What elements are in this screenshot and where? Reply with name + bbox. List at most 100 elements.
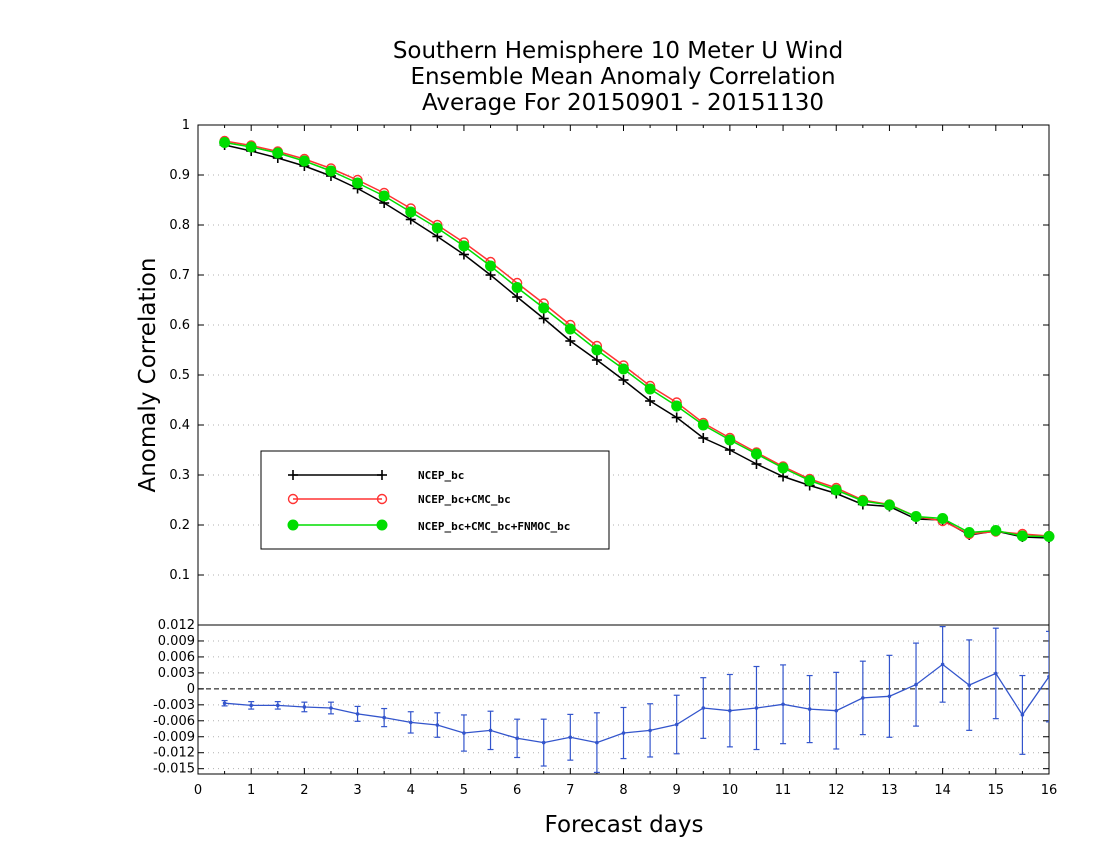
difference-point	[249, 703, 253, 708]
legend-swatch-marker	[288, 470, 298, 480]
data-point	[219, 137, 231, 148]
difference-y-tick-label: 0.003	[158, 666, 195, 681]
data-point	[458, 240, 470, 252]
difference-point	[435, 723, 440, 727]
difference-y-tick-label: 0.012	[158, 618, 195, 633]
chart-title: Southern Hemisphere 10 Meter U Wind Ense…	[393, 38, 843, 116]
data-point	[565, 336, 576, 346]
x-tick-label: 16	[1041, 783, 1058, 798]
difference-point	[329, 706, 333, 710]
main-y-tick-label: 0.1	[169, 568, 190, 583]
x-tick-label: 13	[881, 783, 898, 798]
difference-point	[568, 735, 573, 740]
title-line-2: Ensemble Mean Anomaly Correlation	[410, 64, 835, 90]
legend-label-ncep-bc-cmc-bc-fnmoc-bc: NCEP_bc+CMC_bc+FNMOC_bc	[418, 520, 570, 533]
main-y-tick-label: 0.6	[169, 318, 190, 333]
difference-y-tick-label: -0.003	[153, 698, 195, 713]
data-point	[512, 292, 523, 302]
legend: NCEP_bc NCEP_bc+CMC_bc NCEP_bc+CMC_bc+FN…	[260, 450, 610, 550]
difference-y-tick-label: -0.015	[153, 762, 195, 777]
difference-y-axis: 0.0120.0090.0060.0030-0.003-0.006-0.009-…	[153, 618, 1049, 777]
data-point	[697, 419, 709, 431]
difference-point	[1020, 713, 1025, 717]
legend-swatch-marker	[377, 470, 387, 480]
data-point	[618, 363, 629, 375]
difference-y-tick-label: -0.009	[153, 730, 195, 745]
legend-box	[260, 450, 610, 550]
x-tick-label: 11	[775, 783, 792, 798]
x-tick-label: 14	[934, 783, 951, 798]
data-point	[272, 147, 284, 159]
main-y-tick-label: 0.2	[169, 518, 190, 533]
main-series	[219, 135, 1055, 543]
data-point	[671, 412, 682, 423]
main-y-tick-label: 1	[182, 118, 190, 133]
data-point	[857, 495, 869, 507]
difference-point	[621, 731, 626, 735]
difference-point	[861, 696, 865, 700]
difference-point	[781, 702, 785, 707]
data-point	[777, 462, 789, 474]
data-point	[1043, 531, 1055, 542]
data-point	[378, 190, 390, 202]
difference-point	[462, 731, 466, 735]
data-point	[245, 141, 257, 153]
data-point	[538, 302, 550, 314]
data-point	[352, 177, 364, 189]
difference-y-tick-label: -0.006	[153, 714, 195, 729]
data-point	[910, 511, 922, 522]
main-y-tick-label: 0.9	[169, 168, 190, 183]
difference-point	[382, 715, 386, 720]
legend-swatch-marker	[376, 519, 388, 531]
difference-point	[488, 728, 493, 733]
difference-plot	[221, 625, 1049, 774]
data-point	[485, 270, 496, 280]
y-axis-title: Anomaly Correlation	[135, 257, 161, 492]
x-tick-label: 2	[300, 783, 308, 798]
title-line-1: Southern Hemisphere 10 Meter U Wind	[393, 38, 843, 64]
main-y-tick-label: 0.8	[169, 218, 190, 233]
difference-series	[221, 625, 1049, 774]
difference-point	[994, 671, 998, 676]
data-point	[671, 400, 683, 412]
data-point	[990, 525, 1002, 536]
difference-point	[674, 722, 679, 727]
difference-point	[1047, 674, 1049, 679]
x-tick-label: 1	[247, 783, 255, 798]
difference-point	[648, 728, 652, 733]
difference-y-tick-label: 0.009	[158, 634, 195, 649]
x-axis-title: Forecast days	[545, 812, 704, 838]
difference-point	[595, 740, 599, 745]
main-y-tick-label: 0.4	[169, 418, 190, 433]
data-point	[963, 527, 975, 538]
data-point	[538, 313, 549, 324]
data-point	[511, 282, 523, 293]
difference-point	[754, 706, 759, 710]
data-point	[485, 260, 497, 272]
data-point	[644, 383, 656, 395]
difference-line	[224, 663, 1049, 744]
x-tick-label: 15	[988, 783, 1005, 798]
data-point	[724, 445, 735, 455]
data-point	[618, 375, 629, 385]
main-y-tick-label: 0.3	[169, 468, 190, 483]
data-point	[883, 499, 895, 511]
difference-point	[355, 712, 360, 716]
difference-point	[807, 707, 812, 711]
difference-point	[408, 720, 413, 725]
legend-label-ncep-bc-cmc-bc: NCEP_bc+CMC_bc	[418, 493, 511, 506]
title-line-3: Average For 20150901 - 20151130	[422, 90, 824, 116]
difference-y-tick-label: 0.006	[158, 650, 195, 665]
x-tick-label: 3	[353, 783, 361, 798]
data-point	[804, 475, 816, 486]
difference-point	[967, 683, 972, 687]
difference-point	[887, 694, 892, 699]
data-point	[405, 206, 417, 218]
difference-point	[834, 708, 839, 713]
difference-point	[302, 705, 307, 709]
legend-swatch-marker	[287, 519, 299, 531]
difference-point	[541, 740, 546, 745]
legend-label-ncep-bc: NCEP_bc	[418, 469, 464, 482]
data-point	[698, 433, 709, 443]
data-point	[750, 448, 762, 460]
